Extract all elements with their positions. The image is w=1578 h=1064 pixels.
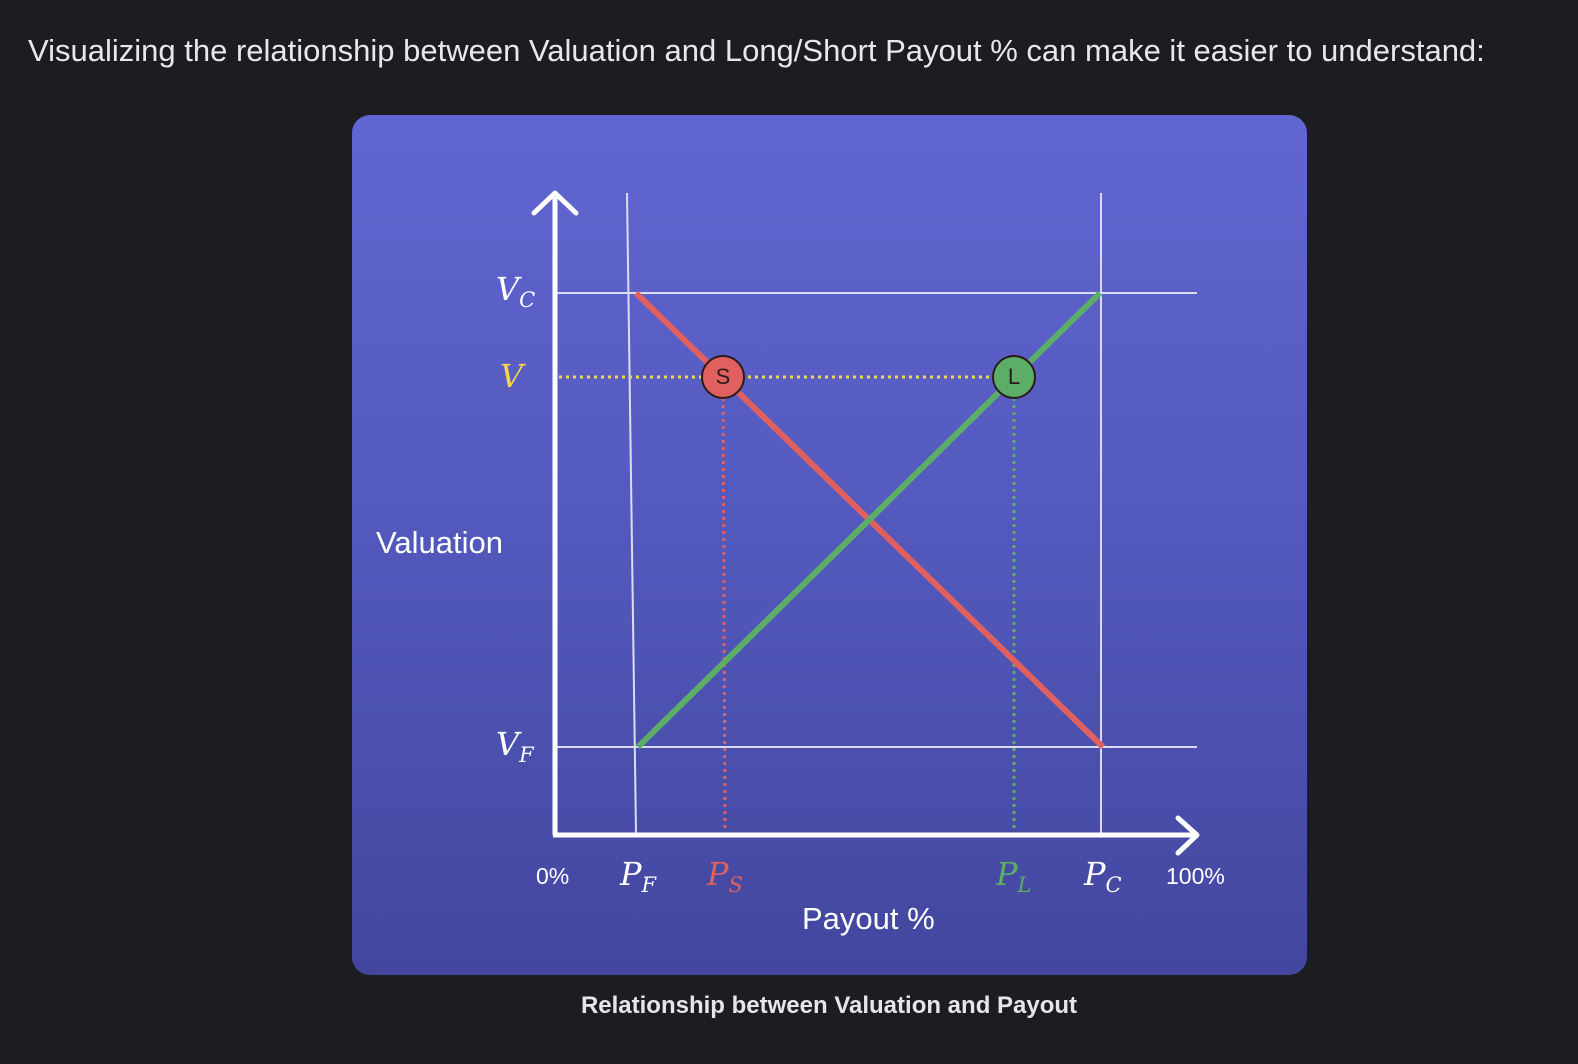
y-axis-arrowhead: [531, 190, 579, 216]
pc-label: PC: [1084, 855, 1122, 897]
vf-label: VF: [496, 725, 534, 767]
short-marker-circle: [701, 355, 745, 399]
pl-label: PL: [996, 855, 1032, 897]
vc-label: VC: [496, 270, 536, 312]
intro-text: Visualizing the relationship between Val…: [28, 33, 1485, 68]
x-axis-title: Payout %: [802, 901, 935, 936]
pf-label: PF: [620, 855, 657, 897]
short-payout-dotted-line: [721, 376, 727, 832]
x-axis-arrowhead: [1175, 815, 1200, 856]
pf-guide-line: [626, 192, 637, 834]
ps-label: PS: [707, 855, 743, 897]
x-min-label: 0%: [536, 863, 570, 889]
long-marker-circle: [992, 355, 1036, 399]
figure-caption: Relationship between Valuation and Payou…: [580, 992, 1078, 1019]
y-axis-title: Valuation: [376, 525, 503, 560]
short-marker-label: S: [715, 364, 731, 389]
v-label: V: [500, 357, 524, 395]
diagram-svg: [531, 190, 1200, 856]
x-max-label: 100%: [1166, 863, 1225, 889]
long-marker-label: L: [1007, 364, 1021, 389]
diagram-card: S L VC V VF Valuation 0% PF PS PL PC 100…: [352, 115, 1307, 975]
